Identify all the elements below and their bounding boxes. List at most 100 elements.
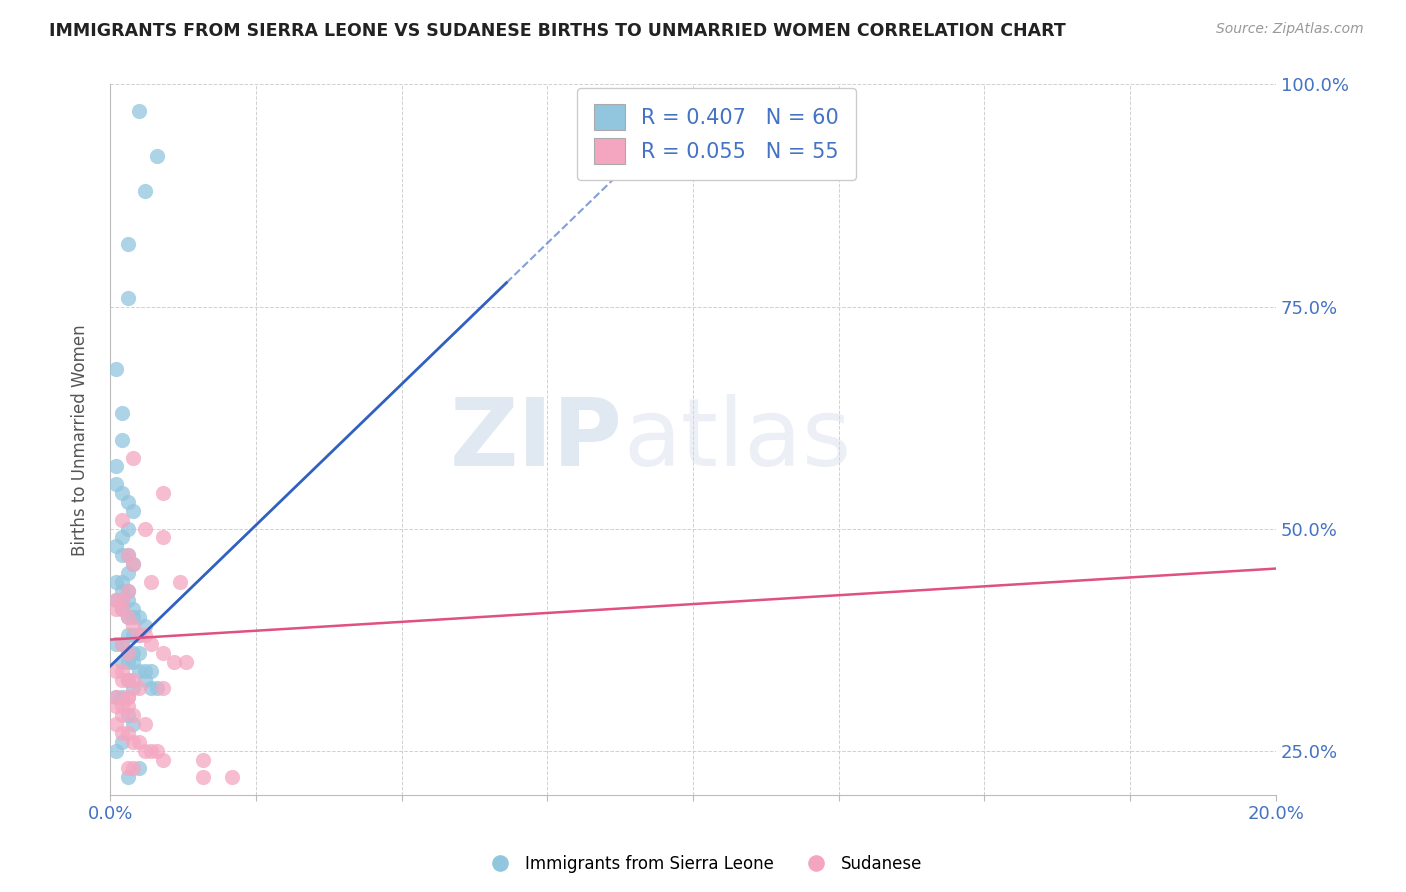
Point — [111, 699, 134, 714]
Point — [122, 450, 145, 465]
Point — [128, 735, 150, 749]
Point — [122, 717, 145, 731]
Point — [122, 681, 145, 696]
Point — [117, 726, 139, 740]
Point — [117, 610, 139, 624]
Legend: Immigrants from Sierra Leone, Sudanese: Immigrants from Sierra Leone, Sudanese — [477, 848, 929, 880]
Point — [128, 761, 150, 775]
Point — [104, 744, 127, 758]
Point — [104, 539, 127, 553]
Point — [117, 237, 139, 252]
Point — [152, 752, 174, 766]
Point — [111, 592, 134, 607]
Point — [117, 699, 139, 714]
Point — [122, 557, 145, 571]
Point — [122, 557, 145, 571]
Point — [104, 459, 127, 474]
Point — [122, 504, 145, 518]
Point — [128, 628, 150, 642]
Point — [111, 583, 134, 598]
Point — [111, 601, 134, 615]
Point — [152, 646, 174, 660]
Point — [134, 184, 156, 198]
Point — [117, 628, 139, 642]
Point — [111, 664, 134, 678]
Point — [104, 637, 127, 651]
Point — [139, 664, 162, 678]
Point — [117, 646, 139, 660]
Point — [111, 735, 134, 749]
Text: atlas: atlas — [623, 393, 851, 486]
Point — [122, 646, 145, 660]
Point — [139, 574, 162, 589]
Point — [117, 522, 139, 536]
Point — [111, 637, 134, 651]
Point — [111, 592, 134, 607]
Point — [221, 770, 243, 784]
Point — [111, 655, 134, 669]
Point — [122, 601, 145, 615]
Point — [117, 770, 139, 784]
Point — [111, 574, 134, 589]
Point — [117, 548, 139, 562]
Point — [128, 681, 150, 696]
Point — [104, 592, 127, 607]
Point — [111, 601, 134, 615]
Point — [128, 646, 150, 660]
Point — [117, 548, 139, 562]
Point — [134, 664, 156, 678]
Point — [117, 690, 139, 705]
Point — [117, 646, 139, 660]
Point — [122, 673, 145, 687]
Point — [193, 752, 215, 766]
Point — [104, 361, 127, 376]
Text: IMMIGRANTS FROM SIERRA LEONE VS SUDANESE BIRTHS TO UNMARRIED WOMEN CORRELATION C: IMMIGRANTS FROM SIERRA LEONE VS SUDANESE… — [49, 22, 1066, 40]
Point — [139, 681, 162, 696]
Point — [122, 735, 145, 749]
Point — [128, 104, 150, 119]
Point — [134, 744, 156, 758]
Point — [169, 574, 191, 589]
Point — [128, 664, 150, 678]
Point — [134, 628, 156, 642]
Point — [117, 655, 139, 669]
Point — [134, 673, 156, 687]
Point — [104, 664, 127, 678]
Point — [104, 592, 127, 607]
Point — [139, 744, 162, 758]
Point — [117, 566, 139, 580]
Point — [128, 628, 150, 642]
Point — [117, 610, 139, 624]
Legend: R = 0.407   N = 60, R = 0.055   N = 55: R = 0.407 N = 60, R = 0.055 N = 55 — [576, 87, 856, 180]
Point — [117, 673, 139, 687]
Point — [104, 601, 127, 615]
Point — [111, 486, 134, 500]
Point — [1090, 877, 1112, 891]
Point — [104, 690, 127, 705]
Point — [117, 592, 139, 607]
Point — [122, 655, 145, 669]
Point — [117, 761, 139, 775]
Point — [111, 406, 134, 420]
Point — [117, 583, 139, 598]
Point — [104, 699, 127, 714]
Point — [104, 477, 127, 491]
Point — [145, 744, 167, 758]
Point — [104, 717, 127, 731]
Point — [134, 619, 156, 633]
Point — [152, 681, 174, 696]
Point — [174, 655, 197, 669]
Point — [111, 531, 134, 545]
Point — [122, 761, 145, 775]
Point — [122, 628, 145, 642]
Point — [117, 708, 139, 723]
Point — [111, 513, 134, 527]
Point — [117, 583, 139, 598]
Point — [128, 610, 150, 624]
Point — [145, 148, 167, 162]
Point — [193, 770, 215, 784]
Point — [145, 681, 167, 696]
Point — [104, 574, 127, 589]
Point — [152, 531, 174, 545]
Point — [134, 522, 156, 536]
